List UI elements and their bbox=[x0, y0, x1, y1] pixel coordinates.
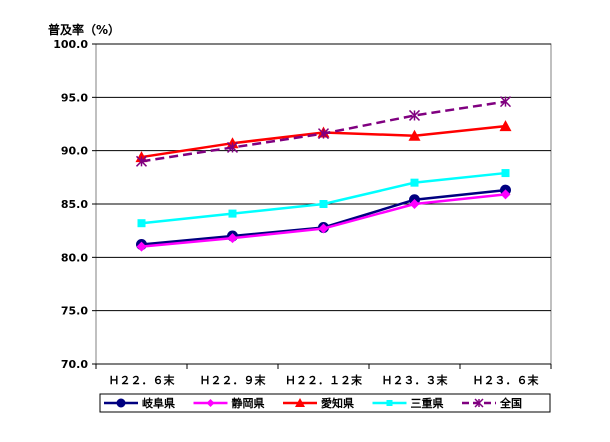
x-tick-label: Ｈ２２．６末 bbox=[109, 373, 176, 387]
y-tick-label: 80.0 bbox=[61, 251, 88, 264]
x-tick-label: Ｈ２３．６末 bbox=[473, 373, 540, 387]
data-point bbox=[227, 233, 238, 244]
legend-label: 三重県 bbox=[411, 396, 444, 410]
data-point bbox=[408, 109, 421, 121]
x-tick-label: Ｈ２２．１２末 bbox=[285, 373, 363, 387]
data-point bbox=[499, 96, 512, 108]
data-point bbox=[319, 200, 328, 208]
series bbox=[135, 96, 512, 252]
legend-box bbox=[99, 393, 551, 413]
x-tick-label: Ｈ２２．９末 bbox=[200, 373, 267, 387]
data-point bbox=[136, 241, 147, 252]
y-tick-label: 75.0 bbox=[61, 305, 88, 318]
y-tick-label: 90.0 bbox=[61, 145, 88, 158]
legend-item: 静岡県 bbox=[193, 396, 265, 410]
legend-label: 岐阜県 bbox=[142, 396, 175, 410]
series-3 bbox=[137, 169, 510, 228]
y-tick-label: 95.0 bbox=[61, 91, 88, 104]
y-tick-label: 85.0 bbox=[61, 198, 88, 211]
y-tick-label: 70.0 bbox=[61, 358, 88, 371]
legend: 岐阜県 静岡県 愛知県 三重県 全国 bbox=[104, 396, 522, 410]
x-axis-ticks: Ｈ２２．６末 Ｈ２２．９末 Ｈ２２．１２末 Ｈ２３．３末 Ｈ２３．６末 bbox=[95, 364, 552, 387]
data-point bbox=[206, 399, 215, 407]
data-point bbox=[137, 219, 146, 228]
data-point bbox=[318, 223, 329, 234]
data-point bbox=[409, 199, 420, 209]
legend-item: 全国 bbox=[462, 396, 522, 410]
data-point bbox=[410, 178, 419, 187]
x-tick-label: Ｈ２３．３末 bbox=[382, 373, 449, 387]
y-tick-label: 100.0 bbox=[53, 38, 88, 51]
legend-item: 愛知県 bbox=[283, 396, 354, 410]
data-point bbox=[501, 169, 510, 178]
series-1 bbox=[136, 189, 511, 252]
y-axis-ticks: 70.0 75.0 80.0 85.0 90.0 95.0 100.0 bbox=[53, 38, 96, 371]
gridlines bbox=[96, 43, 551, 365]
data-point bbox=[408, 129, 421, 141]
y-axis-label: 普及率（%） bbox=[48, 22, 120, 37]
data-point bbox=[500, 189, 511, 200]
data-point bbox=[386, 400, 393, 406]
legend-item: 三重県 bbox=[372, 396, 444, 410]
series-4 bbox=[135, 96, 512, 167]
legend-label: 静岡県 bbox=[232, 396, 265, 410]
legend-item: 岐阜県 bbox=[104, 396, 175, 410]
data-point bbox=[474, 398, 484, 408]
data-point bbox=[135, 155, 148, 167]
data-point bbox=[116, 398, 126, 408]
data-point bbox=[226, 141, 239, 153]
data-point bbox=[228, 209, 237, 218]
legend-label: 全国 bbox=[499, 396, 522, 410]
legend-label: 愛知県 bbox=[321, 396, 354, 410]
data-point bbox=[295, 398, 305, 407]
data-point bbox=[499, 120, 512, 132]
data-point bbox=[317, 128, 330, 140]
